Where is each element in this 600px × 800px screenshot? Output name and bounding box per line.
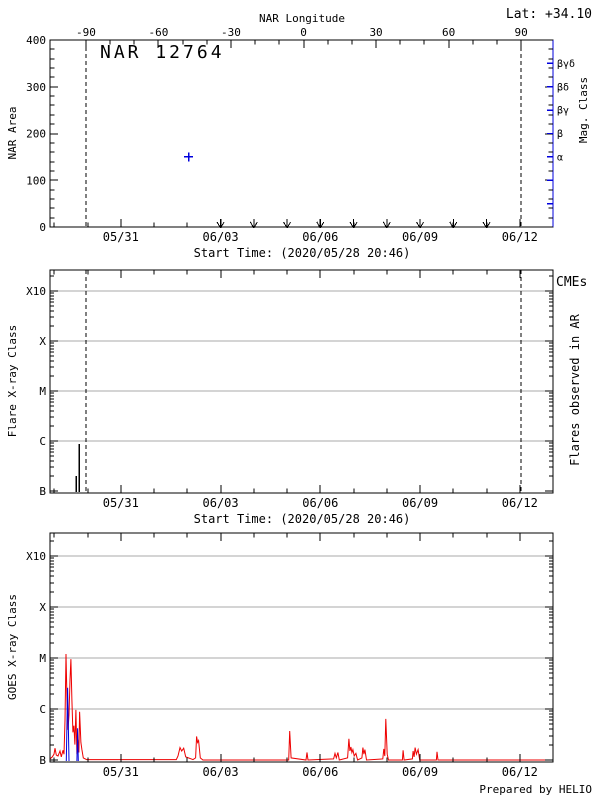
longitude-tick-label: -30 xyxy=(221,26,241,39)
nar-area-panel-border xyxy=(49,39,554,228)
active-region-title: NAR 12764 xyxy=(100,42,225,63)
date-tick-label: 06/06 xyxy=(302,230,338,244)
mag-class-tick-label: βδ xyxy=(557,82,569,93)
area-tick-label: 400 xyxy=(26,34,46,47)
date-tick-label: 05/31 xyxy=(103,230,139,244)
mag-class-tick-label: β xyxy=(557,129,563,140)
date-tick-label: 05/31 xyxy=(103,765,139,779)
goes-class-axis-label: GOES X-ray Class xyxy=(6,594,19,700)
date-tick-label: 06/03 xyxy=(203,765,239,779)
xray-decade-label: X xyxy=(39,335,46,348)
longitude-tick-label: 60 xyxy=(442,26,455,39)
latitude-label: Lat: +34.10 xyxy=(506,7,592,22)
date-tick-label: 06/06 xyxy=(302,765,338,779)
xray-decade-label: M xyxy=(39,385,46,398)
goes-long-channel-curve xyxy=(49,653,554,761)
generated-tick-labels: 05/31 06/03 06/06 06/09 06/12 05/31 06/03 06/06… xyxy=(26,26,575,779)
date-tick-label: 06/03 xyxy=(203,496,239,510)
area-tick-label: 200 xyxy=(26,128,46,141)
xray-decade-label: X10 xyxy=(26,550,46,563)
area-tick-label: 300 xyxy=(26,81,46,94)
date-tick-label: 06/03 xyxy=(203,230,239,244)
cmes-label: CMEs xyxy=(556,275,587,290)
date-tick-label: 05/31 xyxy=(103,496,139,510)
longitude-tick-label: 90 xyxy=(515,26,528,39)
date-tick-label: 06/12 xyxy=(502,230,538,244)
xray-decade-label: X xyxy=(39,601,46,614)
xray-decade-label: B xyxy=(39,754,46,767)
xray-decade-label: X10 xyxy=(26,285,46,298)
date-tick-label: 06/09 xyxy=(402,765,438,779)
generated-graphics xyxy=(49,39,554,763)
date-tick-label: 06/06 xyxy=(302,496,338,510)
longitude-tick-label: 0 xyxy=(300,26,307,39)
mag-class-tick-label: βγ xyxy=(557,106,569,117)
longitude-tick-label: -60 xyxy=(149,26,169,39)
date-tick-label: 06/12 xyxy=(502,496,538,510)
xray-decade-label: C xyxy=(39,435,46,448)
flare-panel-border xyxy=(49,269,554,494)
start-time-label-middle: Start Time: (2020/05/28 20:46) xyxy=(194,512,411,526)
date-tick-label: 06/09 xyxy=(402,230,438,244)
goes-short-channel-spike xyxy=(76,728,79,762)
flare-class-axis-label: Flare X-ray Class xyxy=(6,325,19,438)
mag-class-tick-label: α xyxy=(557,152,563,163)
top-axis-title: NAR Longitude xyxy=(259,12,345,25)
mag-class-tick-label: βγδ xyxy=(557,59,575,70)
mag-class-axis-label: Mag. Class xyxy=(577,77,590,143)
xray-decade-label: B xyxy=(39,485,46,498)
flares-observed-label: Flares observed in AR xyxy=(568,313,582,465)
xray-decade-label: C xyxy=(39,703,46,716)
start-time-label-top: Start Time: (2020/05/28 20:46) xyxy=(194,246,411,260)
prepared-by-label: Prepared by HELIO xyxy=(479,783,592,796)
longitude-tick-label: 30 xyxy=(369,26,382,39)
area-tick-label: 100 xyxy=(26,174,46,187)
goes-short-channel-spike xyxy=(65,687,70,762)
xray-decade-label: M xyxy=(39,652,46,665)
longitude-tick-label: -90 xyxy=(76,26,96,39)
date-tick-label: 06/12 xyxy=(502,765,538,779)
date-tick-label: 06/09 xyxy=(402,496,438,510)
area-tick-label: 0 xyxy=(39,221,46,234)
nar-area-axis-label: NAR Area xyxy=(6,107,19,160)
goes-panel-border xyxy=(49,532,554,763)
